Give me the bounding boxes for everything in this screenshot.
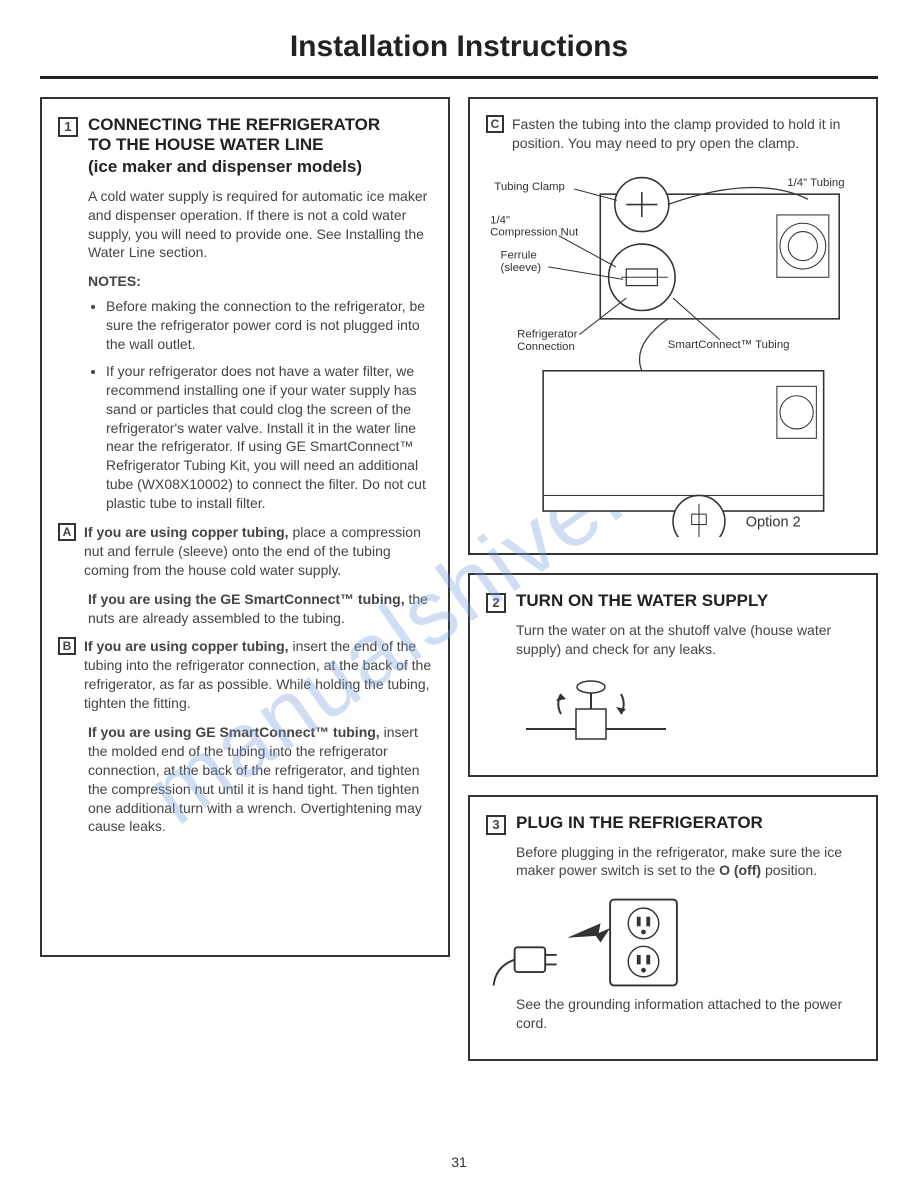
step-2-header: 2 TURN ON THE WATER SUPPLY [486,591,860,613]
label-comp-nut-2: Compression Nut [490,227,579,239]
step-1-title-line2: TO THE HOUSE WATER LINE [88,135,380,155]
step-2-number: 2 [486,593,506,613]
substep-b2-bold: If you are using GE SmartConnect™ tubing… [88,724,380,740]
note-1: Before making the connection to the refr… [106,297,432,354]
substep-a2-bold: If you are using the GE SmartConnect™ tu… [88,591,405,607]
substep-a2: If you are using the GE SmartConnect™ tu… [88,590,432,628]
step-3-number: 3 [486,815,506,835]
step-1-intro: A cold water supply is required for auto… [88,187,432,263]
step-2-text: Turn the water on at the shutoff valve (… [516,621,860,659]
substep-a-bold: If you are using copper tubing, [84,524,289,540]
step-1-title-line1: CONNECTING THE REFRIGERATOR [88,115,380,135]
note-2: If your refrigerator does not have a wat… [106,362,432,513]
step-2-title: TURN ON THE WATER SUPPLY [516,591,768,611]
plug-diagram [486,890,860,995]
label-ferrule-1: Ferrule [501,249,537,261]
content-columns: 1 CONNECTING THE REFRIGERATOR TO THE HOU… [40,97,878,1061]
substep-b-label: B [58,637,76,655]
step-3-box: 3 PLUG IN THE REFRIGERATOR Before pluggi… [468,795,878,1062]
substep-c-label: C [486,115,504,133]
step-3-title: PLUG IN THE REFRIGERATOR [516,813,763,833]
substep-b2: If you are using GE SmartConnect™ tubing… [88,723,432,836]
substep-b: B If you are using copper tubing, insert… [58,637,432,713]
step-1-number: 1 [58,117,78,137]
substep-b2-text: insert the molded end of the tubing into… [88,724,422,834]
label-ref-conn-2: Connection [517,341,575,353]
step-1-header: 1 CONNECTING THE REFRIGERATOR TO THE HOU… [58,115,432,179]
substep-c: C Fasten the tubing into the clamp provi… [486,115,860,153]
label-tubing-clamp: Tubing Clamp [494,181,565,193]
valve-diagram [486,669,860,759]
step-c-box: C Fasten the tubing into the clamp provi… [468,97,878,555]
step-2-box: 2 TURN ON THE WATER SUPPLY Turn the wate… [468,573,878,777]
label-smart-tubing: SmartConnect™ Tubing [668,339,790,351]
label-ferrule-2: (sleeve) [501,262,542,274]
left-column: 1 CONNECTING THE REFRIGERATOR TO THE HOU… [40,97,450,1061]
refrigerator-diagram: Tubing Clamp 1/4" Tubing 1/4" Compressio… [486,163,860,537]
step-3-text2: See the grounding information attached t… [516,995,860,1033]
substep-a: A If you are using copper tubing, place … [58,523,432,580]
step-1-title-line3: (ice maker and dispenser models) [88,156,380,179]
right-column: C Fasten the tubing into the clamp provi… [468,97,878,1061]
substep-c-text: Fasten the tubing into the clamp provide… [512,115,860,153]
page-number: 31 [0,1154,918,1170]
label-ref-conn-1: Refrigerator [517,328,577,340]
page-title: Installation Instructions [40,30,878,79]
notes-label: NOTES: [88,272,432,291]
notes-list: Before making the connection to the refr… [106,297,432,513]
step-3-header: 3 PLUG IN THE REFRIGERATOR [486,813,860,835]
step-1-box: 1 CONNECTING THE REFRIGERATOR TO THE HOU… [40,97,450,957]
step-3-text1: Before plugging in the refrigerator, mak… [516,843,860,881]
substep-b-bold: If you are using copper tubing, [84,638,289,654]
label-comp-nut-1: 1/4" [490,214,510,226]
label-option-2: Option 2 [746,514,801,530]
label-quarter-tubing: 1/4" Tubing [787,177,844,189]
substep-a-label: A [58,523,76,541]
